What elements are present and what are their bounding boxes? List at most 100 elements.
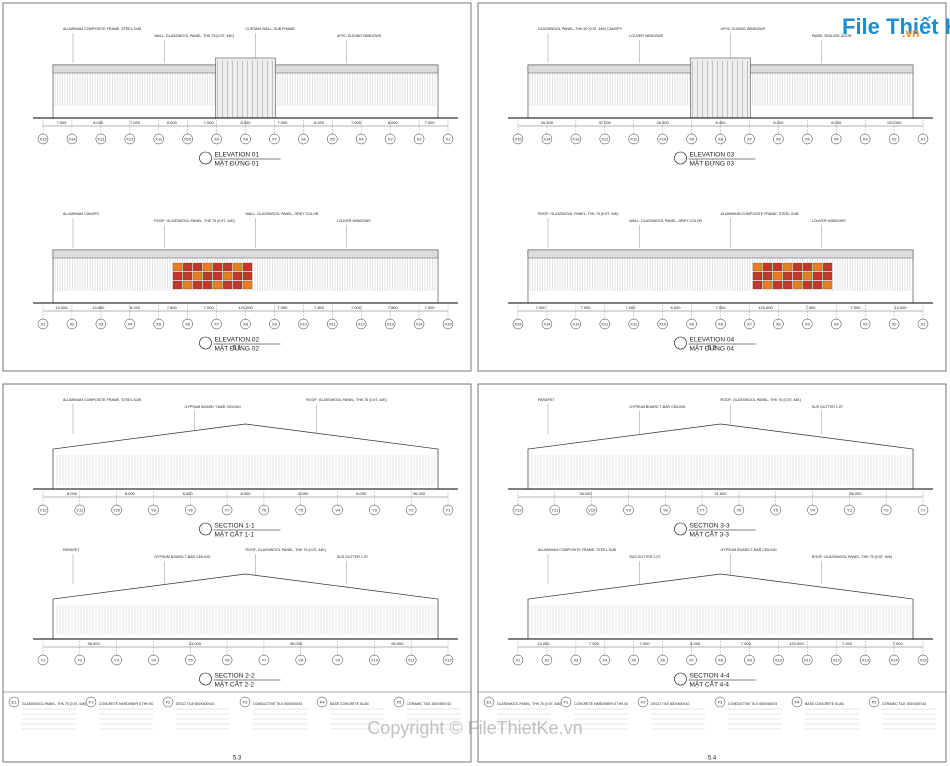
annotation: GYPSUM BOARD T-BAR CEILING	[154, 555, 210, 559]
grid-label: X4	[834, 322, 840, 327]
grid-label: X13	[572, 322, 580, 327]
panel	[782, 280, 793, 290]
grid-bubble	[773, 318, 784, 330]
panel	[232, 271, 243, 281]
dimension: 7.000	[204, 120, 215, 125]
dimension: 7.000	[589, 641, 600, 646]
grid-label: X2	[544, 658, 550, 663]
dimension: 7.000	[130, 120, 141, 125]
dimension: 36.000	[88, 641, 101, 646]
roof-band	[527, 249, 914, 259]
grid-bubble	[844, 504, 855, 516]
grid-bubble	[599, 654, 611, 666]
grid-bubble	[512, 133, 524, 145]
grid-label: X5	[805, 322, 811, 327]
dimension: 7.000	[805, 305, 816, 310]
grid-bubble	[773, 133, 784, 145]
dimension: 7.000	[204, 305, 215, 310]
grid-bubble	[599, 318, 611, 330]
legend-text: CONCRETE HARDENER 6 THK 50	[574, 702, 628, 706]
grid-label: X5	[631, 658, 637, 663]
grid-label: Y11	[76, 508, 84, 513]
grid-label: Y3	[114, 658, 120, 663]
title-bubble	[199, 522, 212, 536]
panel	[182, 262, 193, 272]
annotation: PARAPET	[63, 548, 80, 552]
panel	[812, 271, 823, 281]
dimension: 8.000	[67, 491, 78, 496]
grid-bubble	[733, 504, 745, 516]
dimension: 7.000	[850, 305, 861, 310]
grid-label: X2	[69, 322, 75, 327]
annotation: SUS GUTTER 1.0T	[812, 405, 844, 409]
grid-bubble	[355, 133, 367, 145]
dimension: 13.000	[537, 641, 550, 646]
dimension: 8.400	[715, 120, 726, 125]
grid-bubble	[37, 133, 49, 145]
logo-suffix: .vn	[902, 26, 919, 40]
grid-bubble	[295, 504, 306, 516]
grid-bubble	[327, 133, 338, 145]
grid-bubble	[888, 318, 900, 330]
grid-label: X14	[891, 658, 899, 663]
dimension: 7.000	[277, 305, 288, 310]
dimension: 7.000	[425, 305, 436, 310]
legend-text: CERAMIC TILE 300X300X10	[407, 702, 451, 706]
dimension: 8.200	[130, 305, 141, 310]
annotation: ROOF: GLASSWOOL PANEL, THK 75 (0.5T, 44K…	[538, 212, 618, 216]
grid-label: X2	[892, 322, 898, 327]
grid-bubble	[686, 318, 697, 330]
grid-bubble	[807, 504, 818, 516]
grid-label: Y7	[225, 508, 231, 513]
grid-bubble	[258, 504, 270, 516]
sheet-frame	[2, 383, 472, 763]
dimension: 8.000	[298, 491, 309, 496]
grid-label: Y6	[225, 658, 231, 663]
watermark: Copyright © FileThietKe.vn	[367, 718, 582, 738]
annotation: SUS GUTTER 1.0T	[629, 555, 661, 559]
grid-label: Y5	[188, 658, 194, 663]
grid-label: X8	[718, 137, 724, 142]
grid-label: X1	[921, 137, 927, 142]
title-bubble	[674, 151, 687, 165]
grid-bubble	[37, 318, 49, 330]
legend-bubble	[791, 696, 803, 708]
grid-bubble	[586, 504, 597, 516]
annotation: LOUVER WINDOWS	[337, 219, 372, 223]
grid-bubble	[95, 133, 107, 145]
grid-label: X8	[243, 322, 249, 327]
grid-bubble	[830, 133, 842, 145]
grid-bubble	[148, 654, 159, 666]
grid-label: Y5	[298, 508, 304, 513]
title-bubble	[199, 672, 212, 686]
grid-bubble	[859, 654, 871, 666]
dimension: 7.000	[741, 641, 752, 646]
grid-bubble	[830, 654, 842, 666]
dimension: 21.600	[714, 491, 727, 496]
grid-bubble	[770, 504, 781, 516]
grid-bubble	[628, 654, 639, 666]
grid-bubble	[696, 504, 708, 516]
grid-bubble	[369, 654, 380, 666]
panel	[772, 262, 783, 272]
dimension: 37.000	[599, 120, 612, 125]
grid-bubble	[917, 318, 929, 330]
legend-bubble	[8, 696, 20, 708]
grid-bubble	[327, 318, 338, 330]
view-title: SECTION 2-2	[215, 673, 255, 680]
legend-code: F4	[795, 700, 800, 705]
panel	[772, 271, 783, 281]
grid-bubble	[240, 318, 251, 330]
grid-label: Y9	[151, 508, 157, 513]
grid-bubble	[95, 318, 107, 330]
panel	[792, 280, 803, 290]
panel	[812, 262, 823, 272]
grid-label: X1	[516, 658, 522, 663]
grid-label: X12	[358, 322, 366, 327]
dimension: 26.400	[541, 120, 554, 125]
dimension: 7.000	[625, 305, 636, 310]
dimension: 8.000	[388, 120, 399, 125]
dimension: 36.000	[290, 641, 303, 646]
grid-bubble	[240, 133, 251, 145]
entrance	[215, 57, 276, 119]
